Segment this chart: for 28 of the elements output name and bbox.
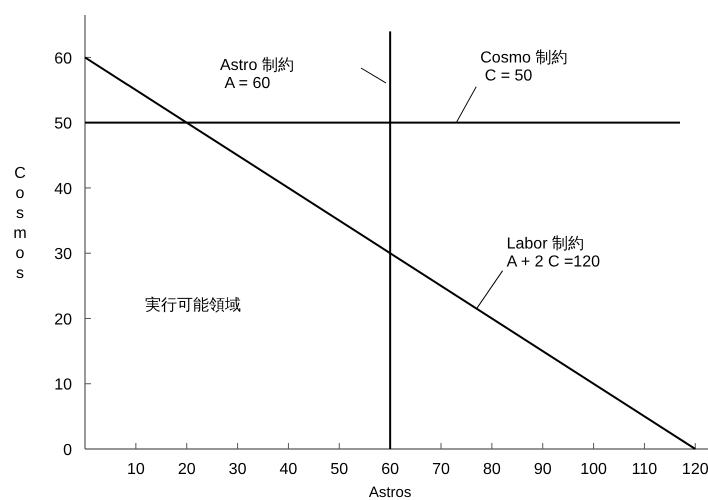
x-tick-label: 90 <box>534 461 552 478</box>
x-tick-label: 120 <box>682 461 708 478</box>
y-tick-label: 0 <box>63 442 72 459</box>
x-tick-label: 20 <box>178 461 196 478</box>
annotation: Astro 制約 A = 60 <box>220 56 294 92</box>
x-tick-label: 110 <box>632 461 658 478</box>
y-tick-label: 20 <box>54 311 72 328</box>
y-tick-label: 30 <box>54 246 72 264</box>
y-axis-title: Cosmos <box>13 165 27 282</box>
x-tick-label: 70 <box>432 461 450 478</box>
x-tick-label: 40 <box>280 461 298 478</box>
annotation: Cosmo 制約 C = 50 <box>456 50 568 124</box>
x-tick-label: 100 <box>580 461 608 478</box>
x-tick-label: 60 <box>381 461 400 478</box>
x-tick-label: 30 <box>228 461 247 478</box>
y-tick-label: 50 <box>54 116 72 133</box>
y-tick-label: 40 <box>54 180 72 198</box>
annotation: Labor 制約 A + 2 C =120 <box>476 236 600 310</box>
x-tick-label: 10 <box>126 461 145 478</box>
annotation: 実行可能領域 <box>145 297 241 314</box>
annotation: Labor 制約 A + 2 C =120 <box>506 234 600 271</box>
annotation: Astro 制約 A = 60 <box>220 57 386 92</box>
x-axis-title: Astros <box>368 484 412 500</box>
y-tick-label: 60 <box>54 50 72 68</box>
annotation: Cosmo 制約 C = 50 <box>480 48 568 85</box>
y-tick-label: 10 <box>54 376 72 394</box>
x-tick-label: 50 <box>330 461 348 478</box>
x-tick-label: 80 <box>482 461 501 478</box>
